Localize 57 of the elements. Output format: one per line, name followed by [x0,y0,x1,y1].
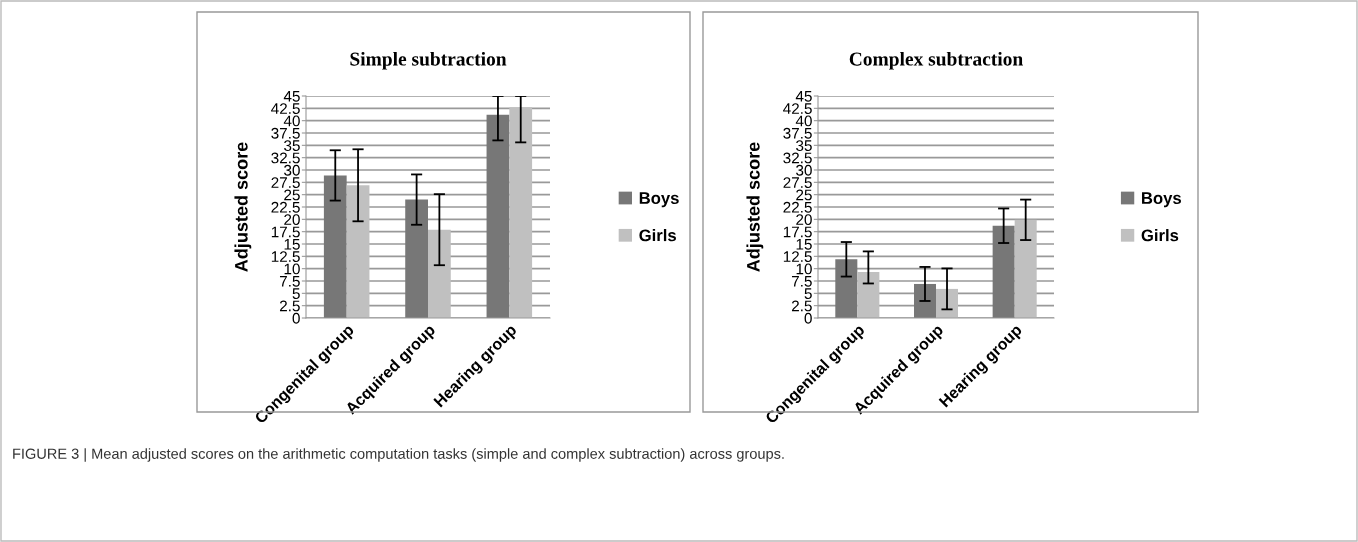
bar [346,185,370,318]
y-tick-label: 27.5 [783,177,812,189]
chart-title: Simple subtraction [350,51,507,70]
bar [509,107,533,318]
y-tick-label: 42.5 [271,103,300,115]
y-tick-label: 22.5 [783,201,812,213]
y-tick-label: 12.5 [271,251,300,263]
y-tick-label: 12.5 [783,251,812,263]
bar [992,225,1015,318]
bar [405,199,428,318]
y-tick-label: 10 [796,263,812,275]
legend-label: Girls [1141,229,1179,242]
y-tick-label: 35 [796,140,812,152]
y-tick-label: 15 [796,239,812,250]
y-tick-label: 22.5 [271,201,300,213]
caption: FIGURE 3 | Mean adjusted scores on the arithmetic computation tasks (simple and complex subtraction) across groups. [13,448,784,462]
y-tick-label: 40 [283,115,300,127]
bar [428,229,451,318]
y-tick-label: 17.5 [783,226,812,238]
y-tick-label: 37.5 [783,127,812,139]
y-tick-label: 37.5 [271,127,300,139]
bar [835,259,858,318]
y-axis-title: Adjusted score [746,142,764,272]
y-tick-label: 5 [804,288,812,300]
y-tick-label: 42.5 [783,103,812,115]
y-tick-label: 25 [796,189,812,201]
y-tick-label: 30 [796,164,812,176]
y-tick-label: 5 [292,288,300,300]
y-tick-label: 25 [284,189,300,201]
y-tick-label: 10 [284,263,300,275]
y-tick-label: 32.5 [271,152,300,164]
bar [486,114,510,318]
y-tick-label: 45 [283,91,300,102]
y-tick-label: 20 [284,214,300,226]
y-tick-label: 35 [284,140,300,152]
y-tick-label: 20 [796,214,812,226]
y-tick-label: 2.5 [279,300,300,312]
legend-label: Boys [1142,192,1181,208]
y-tick-label: 27.5 [271,177,300,189]
y-tick-label: 15 [284,239,300,250]
y-tick-label: 0 [292,312,300,324]
y-tick-label: 30 [284,164,300,176]
bar [1014,219,1037,318]
bar [857,272,880,318]
legend-label: Boys [639,192,679,208]
y-tick-label: 7.5 [279,276,300,287]
y-tick-label: 32.5 [783,152,812,164]
y-tick-label: 0 [804,312,812,324]
y-tick-label: 17.5 [271,226,300,238]
y-tick-label: 7.5 [791,276,812,287]
y-axis-title: Adjusted score [234,142,252,272]
y-tick-label: 45 [795,91,812,102]
legend-label: Girls [639,229,676,242]
y-tick-label: 2.5 [791,300,812,312]
bar [323,175,347,318]
y-tick-label: 40 [795,115,812,127]
chart-title: Complex subtraction [849,51,1023,70]
